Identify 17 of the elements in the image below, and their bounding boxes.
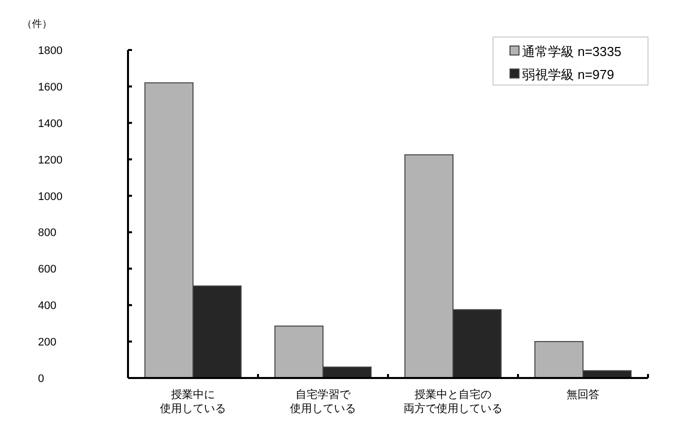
xtick: 授業中と自宅の両方で使用している [404,389,502,415]
ytick: 1800 [38,45,62,57]
ytick: 200 [38,336,56,349]
xtick: 自宅学習で使用している [290,389,356,415]
xtick: 無回答 [566,389,600,401]
ytick: 0 [38,373,44,385]
ytick: 1200 [38,154,62,166]
ytick: 800 [38,227,56,240]
ytick: 1400 [38,118,62,130]
legend-item: 通常学級 n=3335 [522,44,622,59]
ytick: 1000 [38,190,62,203]
legend-item: 弱視学級 n=979 [522,67,614,82]
ytick: 400 [38,300,56,312]
ytick: 600 [38,264,56,276]
ylabel: （件） [22,19,52,30]
xtick: 授業中に使用している [160,389,226,415]
ytick: 1600 [38,81,62,94]
